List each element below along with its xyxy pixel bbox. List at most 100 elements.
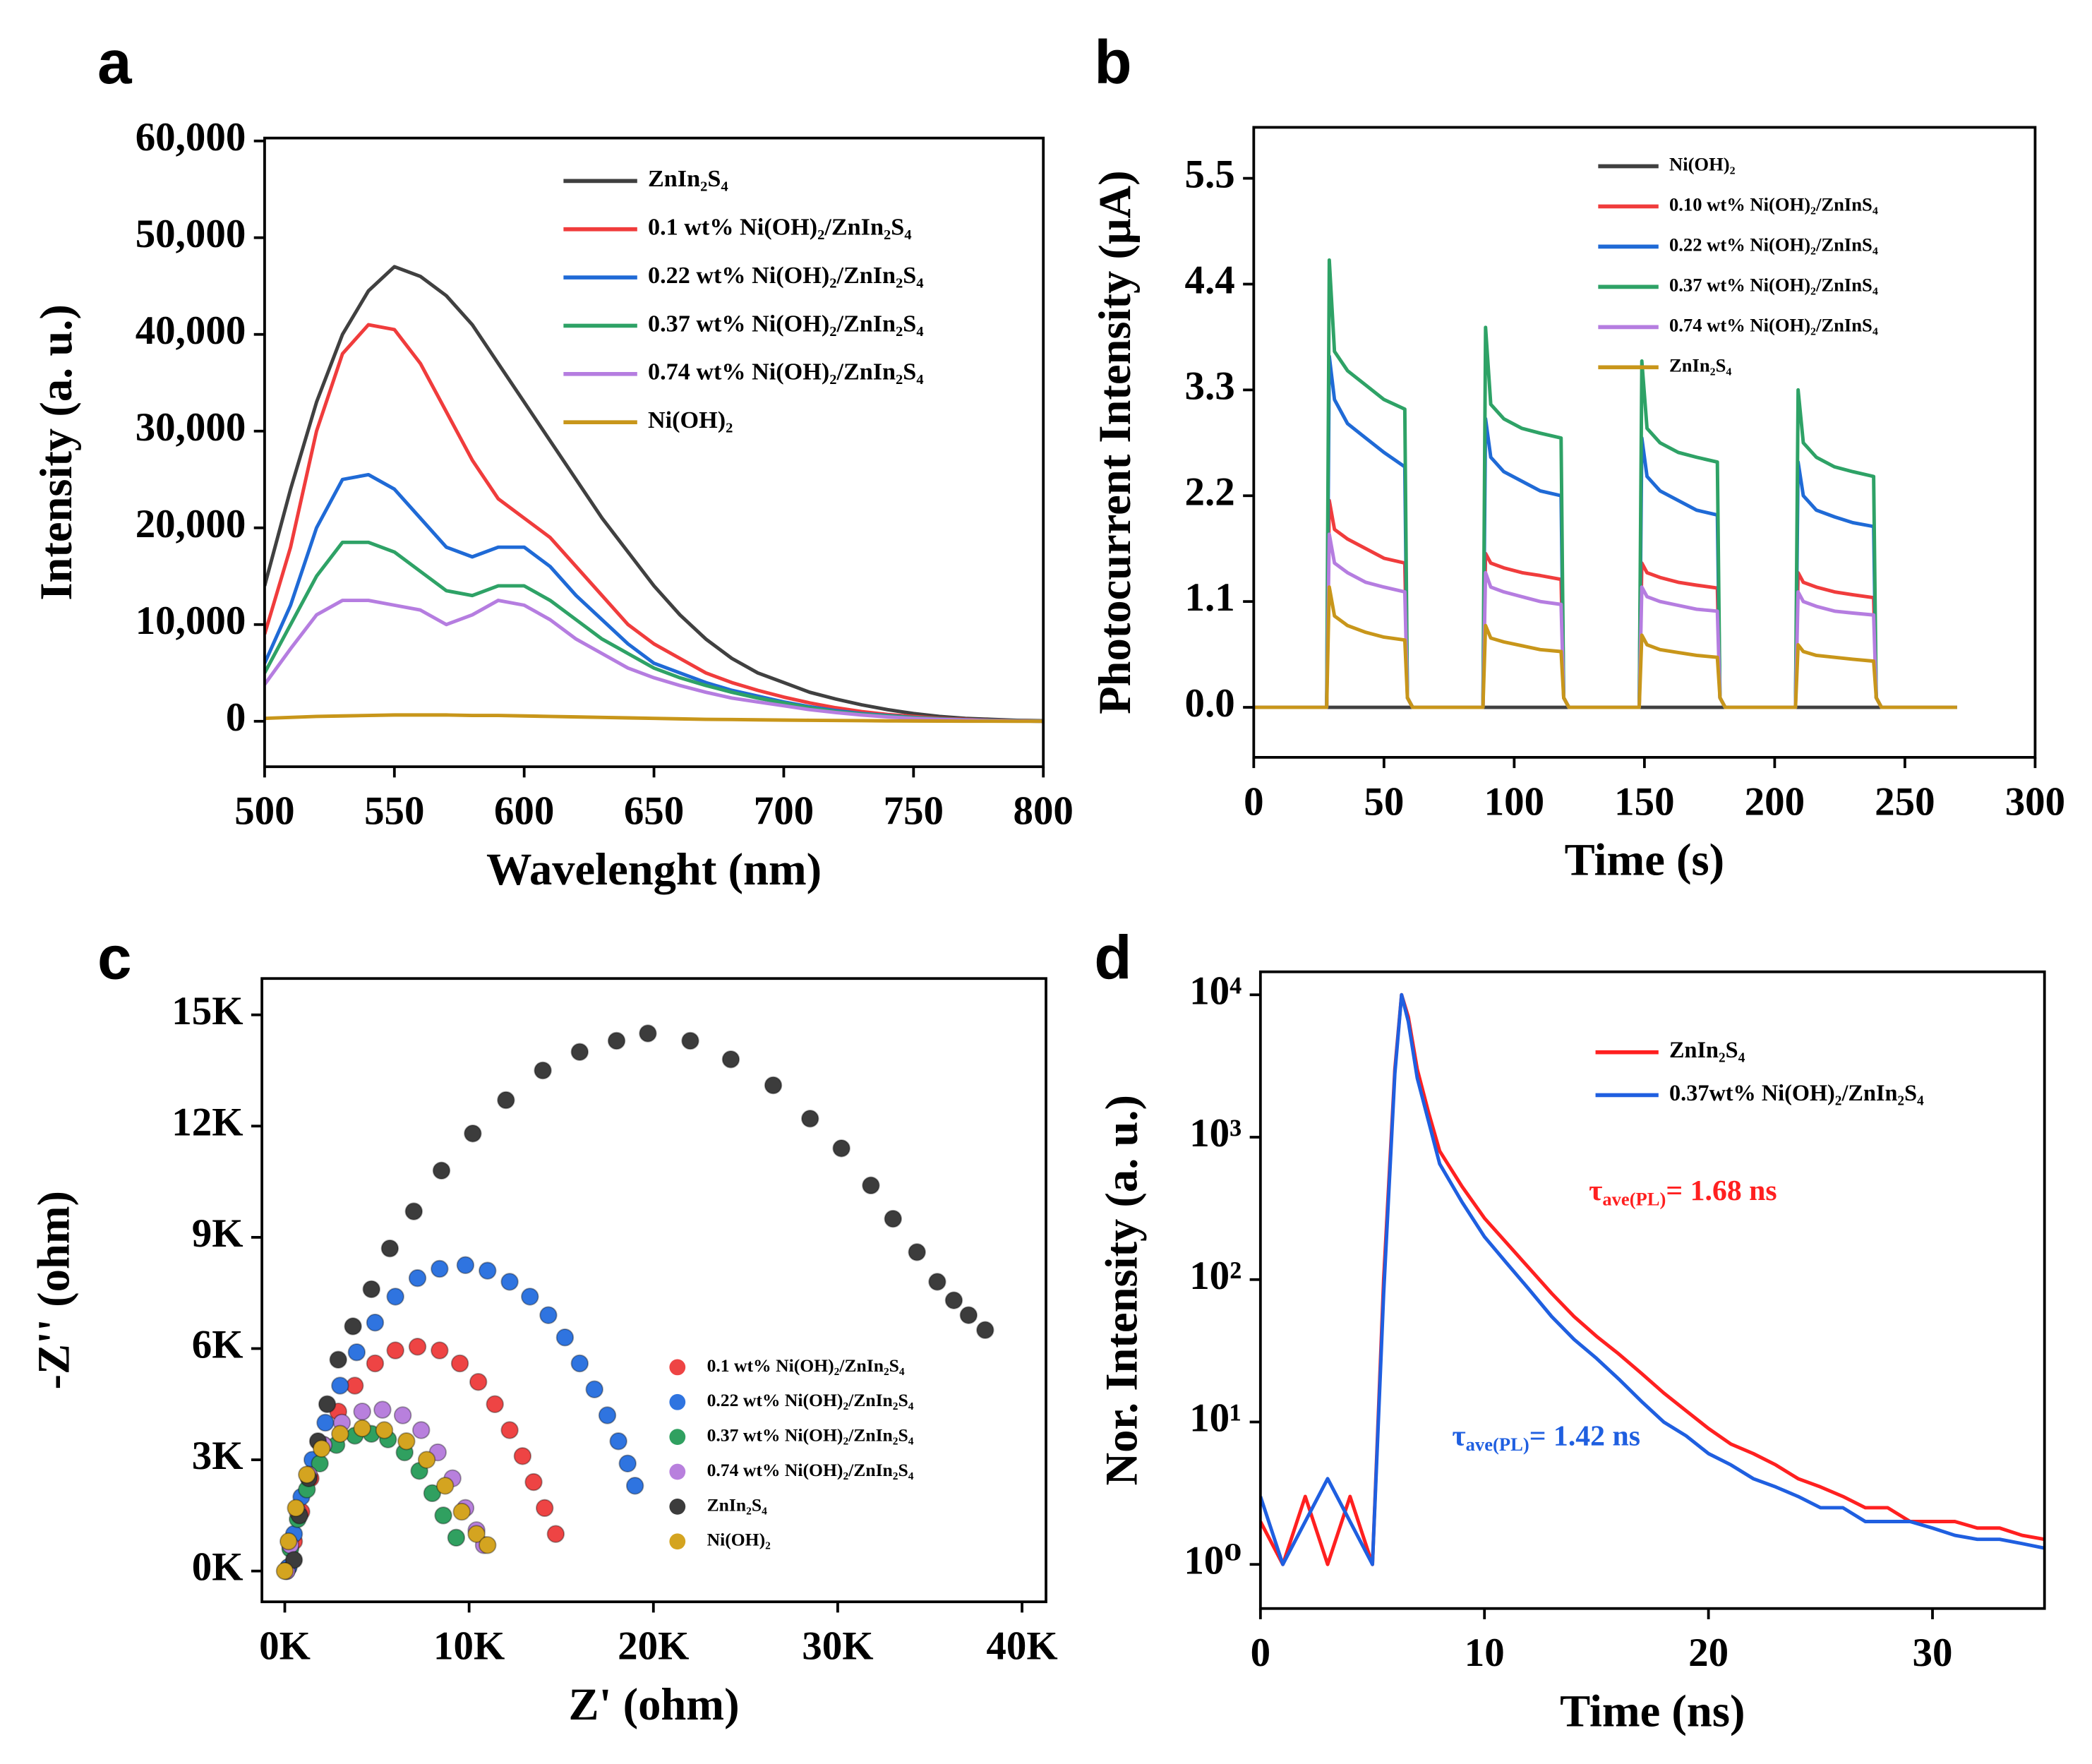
x-tick-label: 750 <box>884 789 944 834</box>
plot-area <box>1254 258 1957 709</box>
data-point <box>801 1110 819 1128</box>
x-tick-label: 150 <box>1614 779 1674 824</box>
data-point <box>447 1528 466 1547</box>
data-point <box>344 1317 362 1336</box>
panel-label: d <box>1094 923 1131 992</box>
data-point <box>464 1124 482 1143</box>
x-tick-label: 300 <box>2005 779 2065 824</box>
plot-area <box>1260 992 2045 1566</box>
x-tick-label: 500 <box>234 789 294 834</box>
annotation: τave(PL)= 1.68 ns <box>1589 1175 1777 1210</box>
data-point <box>639 1024 657 1043</box>
series-line <box>264 599 1044 724</box>
data-point <box>318 1395 337 1413</box>
legend-label: 0.74 wt% Ni(OH)₂/ZnIn₂S₄ <box>648 359 924 385</box>
data-point <box>570 1043 589 1061</box>
data-point <box>386 1288 404 1306</box>
data-point <box>329 1350 347 1369</box>
data-point <box>316 1413 335 1432</box>
data-point <box>362 1280 380 1299</box>
y-axis-label: Intensity (a. u.) <box>30 304 82 601</box>
data-point <box>373 1400 392 1419</box>
plot-frame <box>1258 970 2046 1610</box>
plot-frame <box>1252 126 2037 759</box>
plot-frame <box>263 136 1045 769</box>
y-tick-label: 0.0 <box>1185 681 1235 726</box>
x-tick-label: 0K <box>259 1624 311 1669</box>
data-point <box>431 1341 449 1360</box>
data-point <box>404 1202 423 1220</box>
x-tick-label: 100 <box>1484 779 1544 824</box>
data-point <box>380 1239 399 1258</box>
y-tick-label: 30,000 <box>136 405 246 450</box>
data-point <box>486 1395 504 1413</box>
data-point <box>366 1354 385 1373</box>
legend-label: ZnIn₂S₄ <box>1669 354 1731 376</box>
data-point <box>524 1472 543 1492</box>
panel-label: c <box>97 923 132 992</box>
annotation: τave(PL)= 1.42 ns <box>1452 1420 1640 1455</box>
x-axis-label: Wavelenght (nm) <box>486 844 822 895</box>
data-point <box>386 1341 404 1360</box>
data-point <box>434 1506 452 1525</box>
data-point <box>500 1273 519 1291</box>
legend-label: Ni(OH)₂ <box>707 1530 771 1550</box>
data-point <box>721 1050 740 1069</box>
data-point <box>313 1439 331 1458</box>
data-point <box>681 1031 699 1050</box>
legend-label: 0.22 wt% Ni(OH)₂/ZnIn₂S₄ <box>648 263 924 289</box>
data-point <box>375 1421 394 1439</box>
y-tick-label: 5.5 <box>1185 152 1235 197</box>
data-point <box>331 1424 349 1443</box>
x-tick-label: 10K <box>433 1624 505 1669</box>
panel-label: b <box>1094 28 1131 97</box>
legend-label: 0.37 wt% Ni(OH)₂/ZnIn₂S₄ <box>707 1425 914 1446</box>
y-tick-label: 1.1 <box>1185 575 1235 620</box>
data-point <box>431 1259 449 1278</box>
y-tick-label: 10² <box>1189 1254 1242 1298</box>
y-axis-label: Nor. Intensity (a. u.) <box>1096 1095 1148 1485</box>
data-point <box>513 1447 532 1465</box>
data-point <box>555 1328 575 1347</box>
data-point <box>366 1313 385 1332</box>
y-tick-label: 40,000 <box>136 308 246 353</box>
data-point <box>959 1306 978 1324</box>
y-tick-label: 10⁴ <box>1189 968 1242 1013</box>
legend-swatch <box>669 1393 686 1410</box>
x-tick-label: 50 <box>1364 779 1404 824</box>
series-line <box>1254 585 1957 709</box>
data-point <box>397 1432 416 1451</box>
data-point <box>435 1477 455 1495</box>
x-tick-label: 0 <box>1244 779 1263 824</box>
y-tick-label: 0K <box>192 1545 244 1590</box>
data-point <box>479 1261 497 1280</box>
annotation-part: ave(PL) <box>1466 1434 1529 1455</box>
data-point <box>539 1306 558 1324</box>
y-tick-label: 10⁰ <box>1184 1538 1242 1583</box>
data-point <box>456 1256 475 1274</box>
plot-area <box>275 1024 994 1580</box>
y-tick-label: 60,000 <box>136 115 246 160</box>
plot-frame <box>260 977 1047 1604</box>
data-point <box>764 1076 783 1095</box>
data-point <box>412 1421 431 1439</box>
data-point <box>546 1525 565 1543</box>
legend-label: 0.74 wt% Ni(OH)₂/ZnIn₂S₄ <box>707 1460 914 1480</box>
y-tick-label: 20,000 <box>136 502 246 546</box>
legend-label: Ni(OH)₂ <box>1669 154 1736 175</box>
data-point <box>417 1451 436 1469</box>
y-tick-label: 50,000 <box>136 212 246 256</box>
y-tick-label: 10,000 <box>136 599 246 643</box>
legend-label: 0.37wt% Ni(OH)₂/ZnIn₂S₄ <box>1669 1080 1924 1105</box>
data-point <box>287 1499 305 1518</box>
data-point <box>609 1432 627 1451</box>
x-tick-label: 30K <box>802 1624 873 1669</box>
y-tick-label: 9K <box>192 1211 244 1256</box>
annotation-part: τ <box>1589 1175 1602 1207</box>
legend-label: ZnIn₂S₄ <box>1669 1037 1745 1062</box>
y-tick-label: 3K <box>192 1434 244 1478</box>
data-point <box>469 1373 488 1391</box>
data-point <box>944 1291 963 1309</box>
y-tick-label: 2.2 <box>1185 469 1235 514</box>
